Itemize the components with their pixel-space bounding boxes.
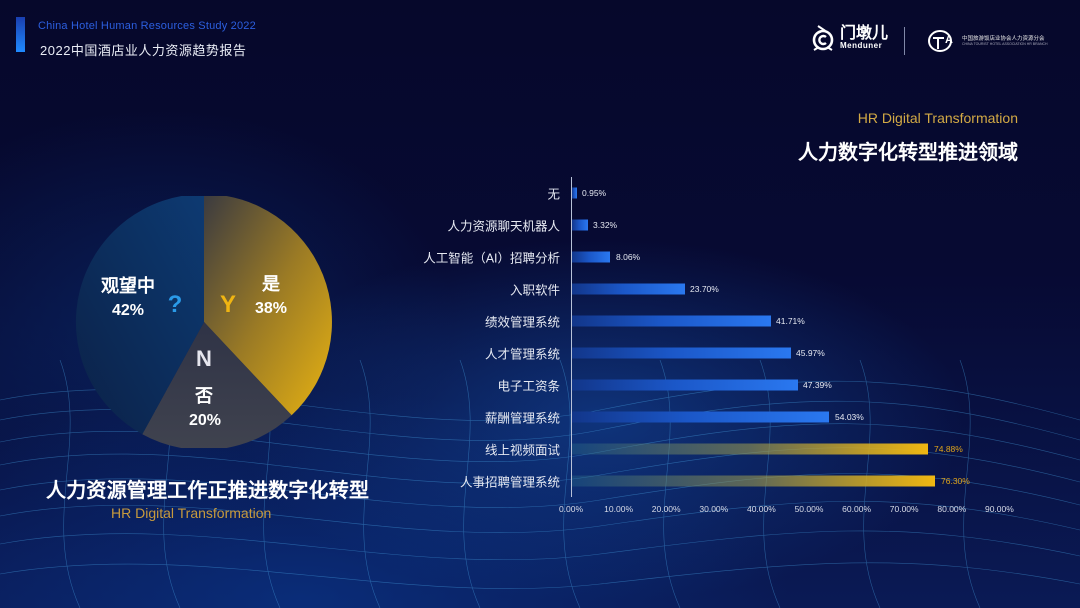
bar-highlighted [572,475,936,487]
pie-value-watching: 42% [111,302,145,319]
x-axis-tick: 10.00% [604,504,634,514]
bar-category-label: 人力资源聊天机器人 [447,219,560,234]
pie-label-no: 否 [195,386,213,406]
bar-value-label: 0.95% [582,188,607,198]
menduner-logo-icon [812,25,834,51]
svg-text:A: A [945,34,953,46]
bar-category-label: 人事招聘管理系统 [459,475,560,490]
bar [572,251,611,263]
bar-category-label: 线上视频面试 [484,443,560,458]
bar [572,283,685,295]
bar-value-label: 47.39% [803,380,832,390]
bar-highlighted [572,443,929,455]
bar-chart-y-axis [571,177,572,497]
bar-category-label: 入职软件 [509,283,560,298]
pie-slice-yes [204,194,332,416]
bar-category-label: 绩效管理系统 [484,315,560,330]
bar-value-label: 54.03% [835,412,864,422]
bar-value-label: 8.06% [616,252,641,262]
report-title-cn: 2022中国酒店业人力资源趋势报告 [40,43,247,58]
x-axis-tick: 40.00% [746,504,776,514]
bar-value-label: 41.71% [776,316,805,326]
pie-symbol-yes: Y [219,291,236,318]
association-name-cn: 中国旅游饭店业协会人力资源分会 [962,35,1045,42]
x-axis-tick: 20.00% [651,504,681,514]
x-axis-tick: 30.00% [699,504,729,514]
pie-chart: 观望中 42% ? Y 是 38% N 否 20% [75,193,337,451]
bar [572,187,577,199]
menduner-logo: 门墩儿 Menduner [810,24,888,52]
bar-chart-subtitle-en: HR Digital Transformation [857,110,1018,126]
bar-value-label: 76.30% [941,476,970,486]
bar-category-label: 电子工资条 [497,379,560,394]
menduner-logo-en: Menduner [840,41,883,50]
bar-value-label: 3.32% [593,220,618,230]
pie-chart-title-cn: 人力资源管理工作正推进数字化转型 [46,480,370,502]
bar-value-label: 45.97% [796,348,825,358]
logo-divider [904,27,905,55]
x-axis-tick: 90.00% [984,504,1014,514]
bar-category-label: 人工智能（AI）招聘分析 [423,251,560,266]
bar [572,315,771,327]
pie-label-yes: 是 [262,274,280,294]
report-subtitle-en: China Hotel Human Resources Study 2022 [38,20,256,32]
bar-value-label: 23.70% [690,284,719,294]
bar [572,219,588,231]
pie-slice-no [142,322,292,451]
pie-symbol-no: N [196,346,212,371]
bar-category-label: 薪酬管理系统 [484,411,560,426]
x-axis-tick: 0.00% [558,504,584,514]
pie-label-watching: 观望中 [101,276,155,296]
question-mark-icon: ? [167,291,183,318]
association-logo: A 中国旅游饭店业协会人力资源分会 CHINA TOURIST HOTEL AS… [928,29,1048,53]
bar-chart-title-cn: 人力数字化转型推进领域 [798,142,1018,164]
pie-value-yes: 38% [254,300,288,317]
pie-chart-subtitle-en: HR Digital Transformation [111,505,272,521]
bar-value-label: 74.88% [934,444,963,454]
pie-slice-watching [75,193,204,435]
x-axis-tick: 70.00% [889,504,919,514]
association-logo-icon: A [928,30,953,52]
x-axis-tick: 80.00% [937,504,967,514]
association-name-en: CHINA TOURIST HOTEL ASSOCIATION HR BRANC… [962,42,1048,47]
bar-category-label: 人才管理系统 [484,347,560,362]
bar [572,379,798,391]
x-axis-tick: 50.00% [794,504,824,514]
bar [572,347,791,359]
header-accent-bar [16,17,25,52]
pie-value-no: 20% [188,412,222,429]
bar [572,411,830,423]
bar-category-label: 无 [547,187,560,202]
x-axis-tick: 60.00% [842,504,872,514]
menduner-logo-cn: 门墩儿 [840,25,889,42]
